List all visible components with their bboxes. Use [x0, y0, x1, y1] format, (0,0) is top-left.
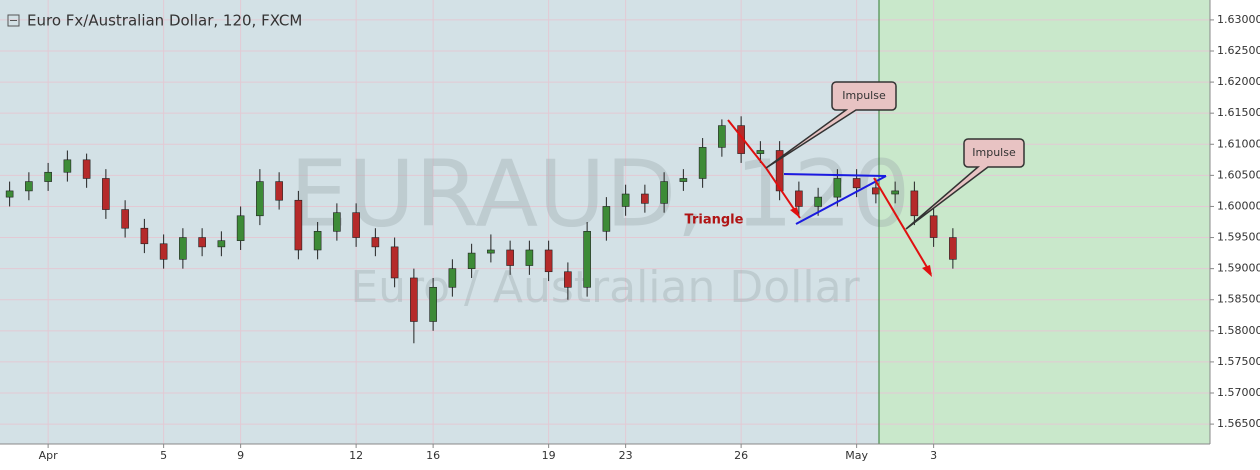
highlight-zone — [879, 0, 1210, 444]
candle-body — [179, 237, 187, 260]
chart-title: Euro Fx/Australian Dollar, 120, FXCM — [27, 12, 302, 30]
candle-body — [294, 199, 303, 251]
collapse-icon[interactable] — [7, 14, 20, 27]
candle-body — [795, 190, 803, 207]
annotation: Triangle — [685, 213, 744, 228]
candle-body — [371, 237, 380, 248]
candle-body — [544, 249, 553, 273]
drawings — [727, 81, 1025, 277]
watermark-name: Euro / Australian Dollar — [350, 262, 860, 313]
candle-body — [506, 249, 514, 266]
y-tick-label: 1.59500 — [1217, 231, 1260, 244]
candle-body — [313, 231, 322, 251]
candle-body — [583, 231, 591, 288]
candle-body — [429, 286, 437, 322]
candle-body — [564, 271, 572, 288]
y-tick-label: 1.63000 — [1217, 13, 1260, 26]
candle-body — [852, 178, 861, 189]
callout — [905, 138, 1025, 230]
y-tick-label: 1.60000 — [1217, 199, 1260, 212]
candle-body — [140, 227, 149, 245]
candle-body — [891, 190, 899, 195]
x-tick-label: Apr — [39, 449, 59, 462]
y-tick-label: 1.56500 — [1217, 417, 1260, 430]
y-tick-label: 1.59000 — [1217, 262, 1260, 275]
candle-body — [621, 193, 630, 207]
candle-body — [159, 243, 168, 260]
y-tick-label: 1.60500 — [1217, 168, 1260, 181]
x-tick-label: 12 — [349, 449, 363, 462]
x-tick-label: 19 — [542, 449, 556, 462]
x-tick-label: 26 — [734, 449, 748, 462]
x-tick-label: May — [845, 449, 868, 462]
x-tick-label: 23 — [619, 449, 633, 462]
candle-body — [333, 212, 341, 232]
candle-body — [352, 212, 360, 238]
candle-body — [910, 190, 919, 217]
candle-body — [602, 206, 611, 232]
candle-body — [718, 125, 726, 148]
candle-body — [256, 181, 264, 217]
candle-body — [775, 150, 784, 192]
x-axis-panel — [0, 444, 1210, 466]
triangle-bottom — [795, 175, 887, 225]
candle-body — [525, 249, 534, 266]
candle-body — [121, 209, 129, 229]
candle-body — [390, 246, 399, 279]
y-tick-label: 1.61000 — [1217, 137, 1260, 150]
candle-body — [410, 277, 418, 322]
candle-body — [660, 181, 668, 204]
candle-body — [698, 147, 707, 179]
candle-body — [949, 237, 957, 260]
annotation: Impulse — [972, 146, 1016, 159]
candle-body — [217, 240, 226, 248]
candles — [5, 116, 957, 344]
candle-body — [487, 249, 495, 254]
triangle-top — [783, 173, 887, 177]
candle-body — [63, 159, 72, 173]
candle-body — [25, 181, 33, 192]
candle-body — [467, 252, 476, 269]
candle-body — [833, 178, 842, 198]
x-tick-label: 3 — [930, 449, 937, 462]
callout — [765, 81, 897, 169]
candle-body — [641, 193, 649, 204]
candle-body — [236, 215, 245, 241]
candle-body — [275, 181, 283, 201]
arrow-head — [790, 207, 800, 218]
candle-body — [872, 187, 880, 195]
y-tick-label: 1.62500 — [1217, 44, 1260, 57]
y-tick-label: 1.58000 — [1217, 324, 1260, 337]
candle-body — [756, 150, 765, 154]
y-axis-panel — [1210, 0, 1260, 466]
candle-body — [814, 196, 822, 207]
arrow-head — [922, 265, 932, 277]
annotation: Impulse — [842, 89, 886, 102]
y-tick-label: 1.62000 — [1217, 75, 1260, 88]
watermark-symbol: EURAUD, 120 — [290, 140, 911, 247]
candle-body — [82, 159, 91, 179]
x-tick-label: 5 — [160, 449, 167, 462]
candle-body — [44, 171, 52, 182]
x-tick-label: 16 — [426, 449, 440, 462]
x-tick-label: 9 — [237, 449, 244, 462]
candle-body — [679, 178, 688, 182]
y-tick-label: 1.57500 — [1217, 355, 1260, 368]
candle-body — [929, 215, 938, 238]
candle-body — [102, 178, 110, 210]
candle-body — [5, 190, 14, 198]
y-tick-label: 1.57000 — [1217, 386, 1260, 399]
candle-body — [448, 268, 457, 288]
candle-body — [198, 237, 206, 248]
impulse-arrow — [873, 177, 932, 275]
y-tick-label: 1.61500 — [1217, 106, 1260, 119]
y-tick-label: 1.58500 — [1217, 293, 1260, 306]
